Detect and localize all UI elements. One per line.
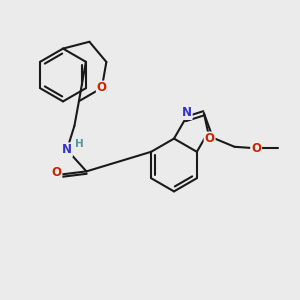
- Text: O: O: [51, 167, 62, 179]
- Text: O: O: [97, 82, 107, 94]
- Text: N: N: [62, 143, 72, 156]
- Text: O: O: [205, 133, 214, 146]
- Text: O: O: [251, 142, 261, 155]
- Text: N: N: [182, 106, 192, 119]
- Text: H: H: [75, 140, 84, 149]
